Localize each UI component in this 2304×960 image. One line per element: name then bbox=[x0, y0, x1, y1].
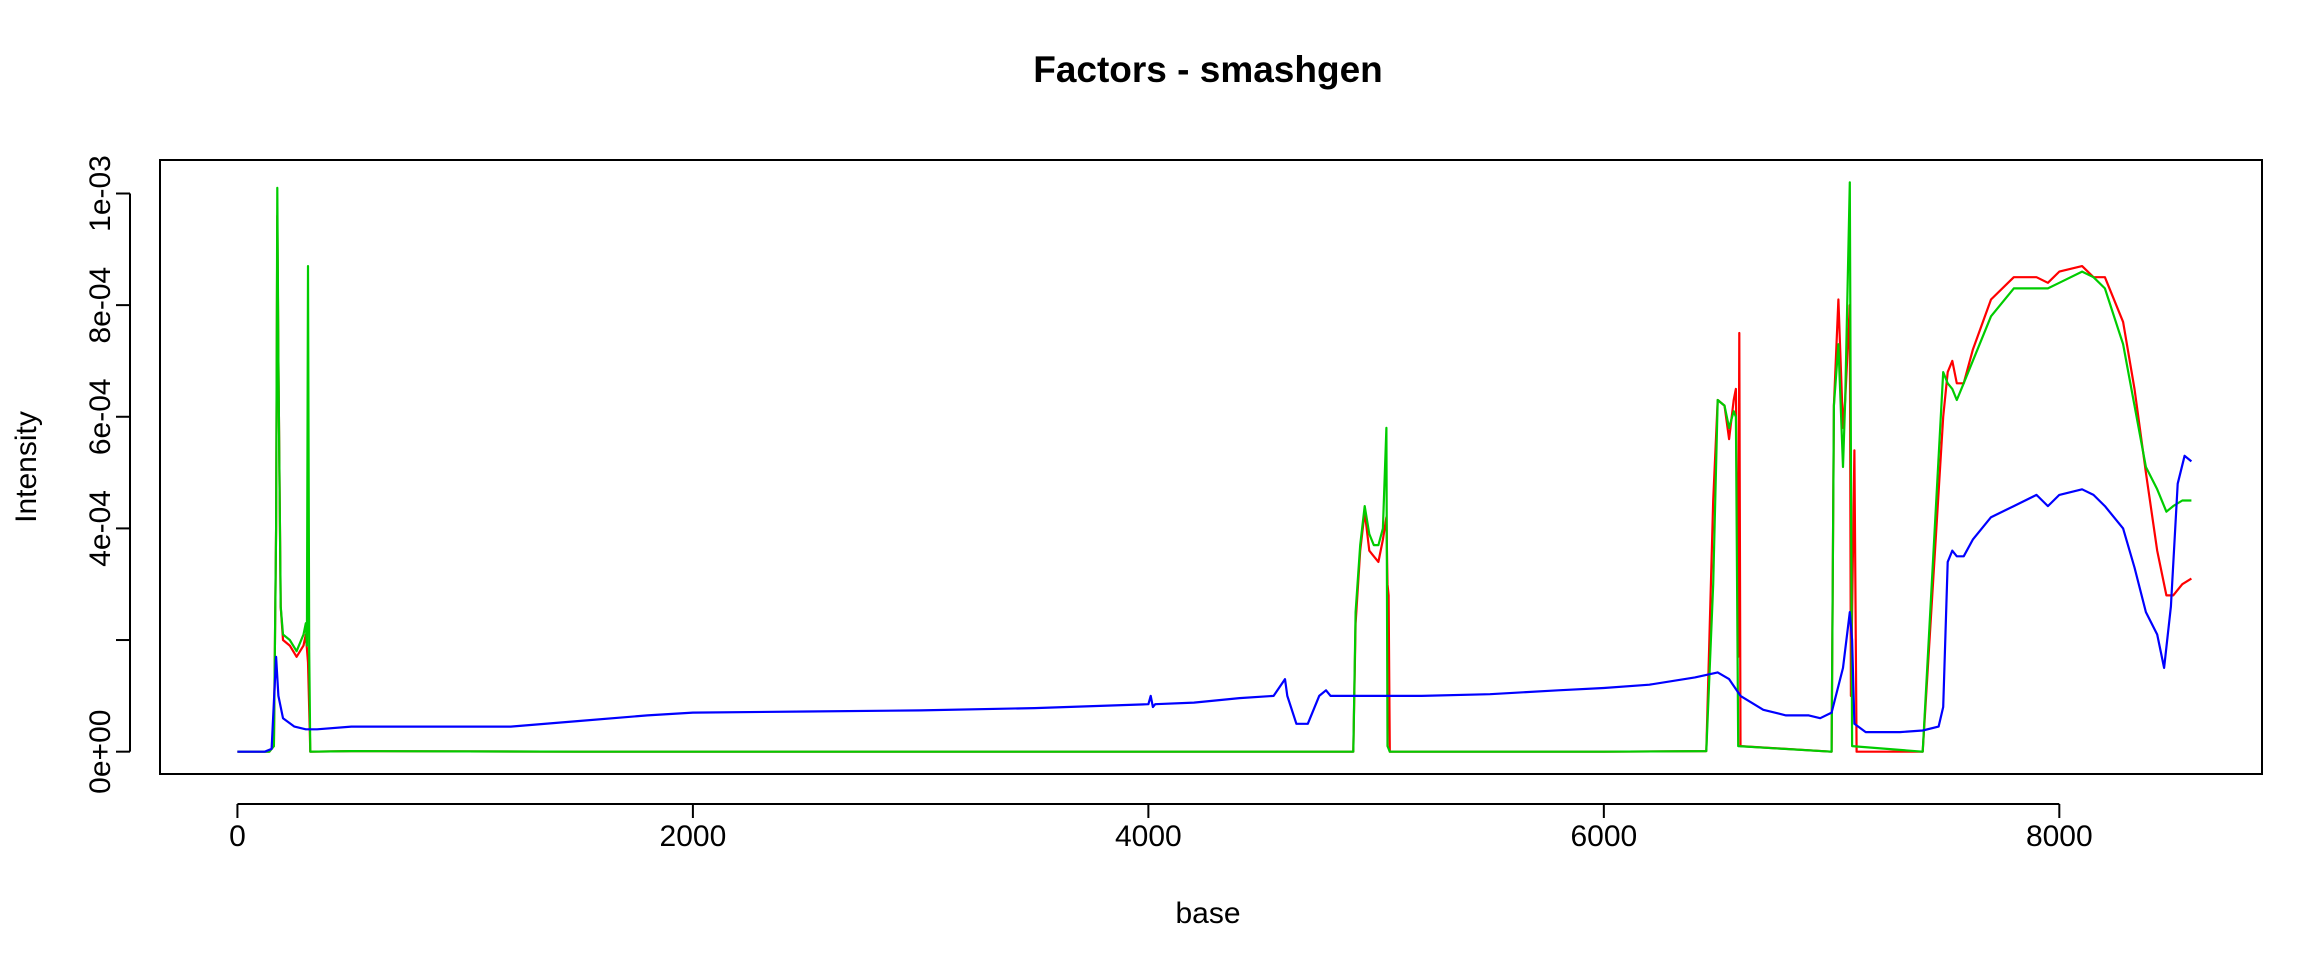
chart-title: Factors - smashgen bbox=[1033, 49, 1383, 90]
plot-series bbox=[237, 181, 2193, 753]
y-tick-label: 6e-04 bbox=[84, 378, 117, 455]
y-axis-label: Intensity bbox=[10, 411, 43, 523]
series-line-1 bbox=[237, 214, 2192, 753]
series-line-3 bbox=[237, 454, 2193, 753]
x-tick-label: 6000 bbox=[1570, 820, 1637, 853]
y-tick-label: 0e+00 bbox=[84, 710, 117, 794]
y-tick-label: 4e-04 bbox=[84, 490, 117, 567]
x-tick-label: 4000 bbox=[1115, 820, 1182, 853]
x-axis: 0 2000 4000 6000 8000 bbox=[229, 803, 2093, 853]
x-tick-label: 0 bbox=[229, 820, 246, 853]
y-tick-label: 1e-03 bbox=[84, 155, 117, 232]
y-tick-label: 8e-04 bbox=[84, 267, 117, 344]
x-tick-label: 2000 bbox=[660, 820, 727, 853]
x-axis-label: base bbox=[1175, 897, 1240, 930]
y-axis: 0e+00 4e-04 6e-04 8e-04 1e-03 bbox=[84, 155, 131, 794]
series-line-2 bbox=[237, 181, 2192, 753]
x-tick-label: 8000 bbox=[2026, 820, 2093, 853]
plot-frame bbox=[159, 159, 2263, 775]
